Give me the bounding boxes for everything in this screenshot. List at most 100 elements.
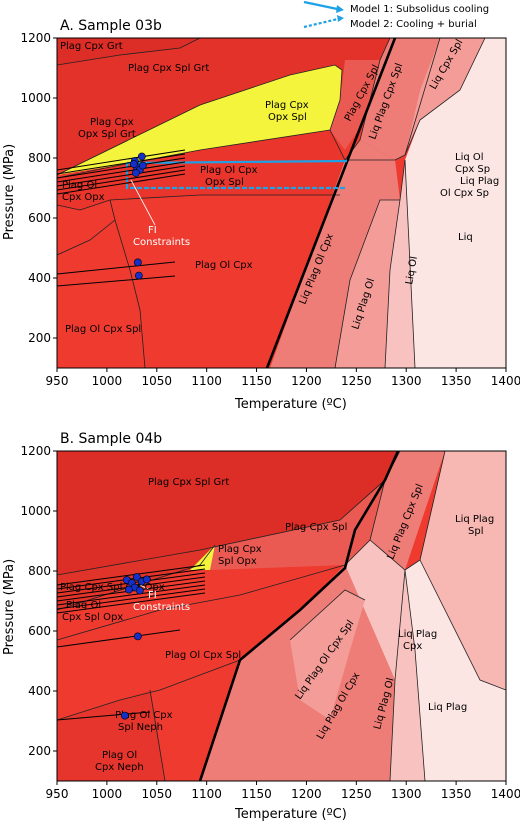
- ytick-label-b-4: 1000: [20, 504, 51, 518]
- label-a-5: Opx Spl: [268, 112, 307, 123]
- label-a-13: Plag Ol: [62, 180, 97, 191]
- legend: Model 1: Subsolidus cooling Model 2: Coo…: [303, 0, 489, 30]
- legend-label-model2: Model 2: Cooling + burial: [350, 19, 477, 30]
- ytick-label-a-5: 1200: [20, 31, 51, 45]
- ytick-label-b-1: 400: [28, 684, 51, 698]
- label-a-4: Plag Cpx: [265, 100, 309, 111]
- legend-label-model1: Model 1: Subsolidus cooling: [350, 4, 489, 15]
- label-b-20: Cpx Neph: [95, 762, 144, 773]
- label-a-12: Ol Cpx Sp: [440, 188, 489, 199]
- label-a-17: Plag Ol Cpx: [195, 260, 253, 271]
- ylabel-b: Pressure (MPa): [2, 559, 17, 655]
- xtick-label-b-0: 950: [46, 787, 69, 801]
- data-point-b-9: [120, 711, 129, 720]
- field-a-boundaries: [57, 38, 486, 368]
- fi-annot-b-2: Constraints: [133, 602, 190, 613]
- xtick-label-b-1: 1000: [92, 787, 123, 801]
- label-a-10: Cpx Sp: [455, 164, 490, 175]
- data-point-b-5: [135, 586, 144, 595]
- ytick-label-a-1: 400: [28, 271, 51, 285]
- xtick-label-b-4: 1150: [241, 787, 272, 801]
- label-b-9: Cpx Spl Opx: [62, 612, 123, 623]
- field-a-liq-cpx-spl: [405, 38, 485, 155]
- label-a-11: Liq Plag: [460, 176, 499, 187]
- fi-pointer-a: [130, 179, 156, 226]
- label-b-11: Cpx: [403, 641, 422, 652]
- xtick-label-b-7: 1300: [391, 787, 422, 801]
- solidus-b: [198, 451, 400, 781]
- fi-pointer-b: [139, 584, 151, 591]
- label-a-16: Opx Spl: [205, 177, 244, 188]
- fi-annot-b-1: FI: [148, 590, 157, 601]
- label-b-3: Liq Plag: [455, 514, 494, 525]
- label-b-1: Plag Cpx Spl: [285, 522, 347, 533]
- label-a-9: Liq Ol: [455, 152, 484, 163]
- label-b-18: Spl Neph: [118, 722, 163, 733]
- axes-a: 950 1000 1050 1100 1150 1200 1250 1300 1350 1400 2…: [20, 31, 520, 388]
- panel-b-fields: FI Constraints Plag Cpx Spl Grt Plag Cpx…: [57, 451, 506, 781]
- legend-arrow-model1: [336, 5, 344, 13]
- label-a-21: Liq: [458, 232, 473, 243]
- xtick-label-b-5: 1200: [291, 787, 322, 801]
- label-b-4: Spl: [468, 526, 483, 537]
- label-b-0: Plag Cpx Spl Grt: [148, 477, 229, 488]
- xtick-label-b-3: 1100: [191, 787, 222, 801]
- legend-line-model1: [303, 0, 343, 12]
- label-a-15: Plag Ol Cpx: [200, 165, 258, 176]
- label-b-5: Plag Cpx: [218, 544, 262, 555]
- ylabel-a: Pressure (MPa): [2, 144, 17, 240]
- ytick-label-a-0: 200: [28, 331, 51, 345]
- data-point-a-1: [137, 152, 146, 161]
- xtick-label-a-9: 1400: [491, 374, 520, 388]
- field-b-liq-plag-ol-cpx-spl: [290, 590, 365, 720]
- xtick-label-a-2: 1050: [142, 374, 173, 388]
- label-a-22: Plag Ol Cpx Spl: [65, 324, 141, 335]
- data-point-b-2: [132, 573, 141, 581]
- ytick-label-a-3: 800: [28, 151, 51, 165]
- data-point-a-8: [134, 271, 143, 280]
- label-b-17: Plag Ol Cpx: [115, 710, 173, 721]
- ytick-label-a-2: 600: [28, 211, 51, 225]
- field-b-plag-cpx-spl-grt: [57, 451, 400, 575]
- ytick-label-b-0: 200: [28, 744, 51, 758]
- xlabel-b: Temperature (ºC): [234, 807, 347, 821]
- field-b-liq-plag: [405, 560, 506, 781]
- field-b-yellow: [190, 545, 215, 570]
- data-point-a-7: [133, 258, 142, 267]
- label-a-0: Plag Cpx Grt: [60, 41, 123, 52]
- ytick-label-b-3: 800: [28, 564, 51, 578]
- model1-path-a: [126, 159, 348, 165]
- ytick-label-b-5: 1200: [20, 444, 51, 458]
- panel-a-fields: FI Constraints Plag Cpx Grt Plag Cpx Spl…: [57, 38, 506, 368]
- label-a-1: Plag Cpx Spl Grt: [128, 63, 209, 74]
- xtick-label-a-7: 1300: [391, 374, 422, 388]
- ytick-label-a-4: 1000: [20, 91, 51, 105]
- points-b: [120, 573, 151, 720]
- label-b-7: Plag Cpx Spl Grt Opx: [60, 582, 165, 593]
- plot-frame-b: [56, 450, 507, 782]
- panel-a-title: A. Sample 03b: [60, 18, 162, 34]
- field-a-plag-ol-cpx-opx-spl: [57, 130, 345, 210]
- field-a-liq-plag-cpx-spl: [360, 38, 440, 160]
- panel-b-title: B. Sample 04b: [60, 431, 162, 447]
- xtick-label-a-6: 1250: [341, 374, 372, 388]
- fi-annot-a-1: FI: [148, 225, 157, 236]
- label-b-10: Liq Plag: [398, 629, 437, 640]
- label-a-20: Liq Ol: [404, 256, 420, 286]
- label-b-8: Plag Ol: [66, 600, 101, 611]
- label-b-6: Spl Opx: [218, 556, 257, 567]
- data-point-b-8: [133, 632, 142, 641]
- xtick-label-a-0: 950: [46, 374, 69, 388]
- plot-frame-a: [56, 37, 507, 369]
- label-a-3: Opx Spl Grt: [78, 129, 136, 140]
- label-a-2: Plag Cpx: [90, 117, 134, 128]
- xtick-label-b-9: 1400: [491, 787, 520, 801]
- xtick-label-b-2: 1050: [142, 787, 173, 801]
- xtick-label-a-5: 1200: [291, 374, 322, 388]
- field-a-yellow: [57, 65, 342, 175]
- field-a-liq: [405, 38, 506, 368]
- field-b-liq-plag-cpx-spl: [370, 451, 445, 570]
- ytick-label-b-2: 600: [28, 624, 51, 638]
- xtick-label-a-1: 1000: [92, 374, 123, 388]
